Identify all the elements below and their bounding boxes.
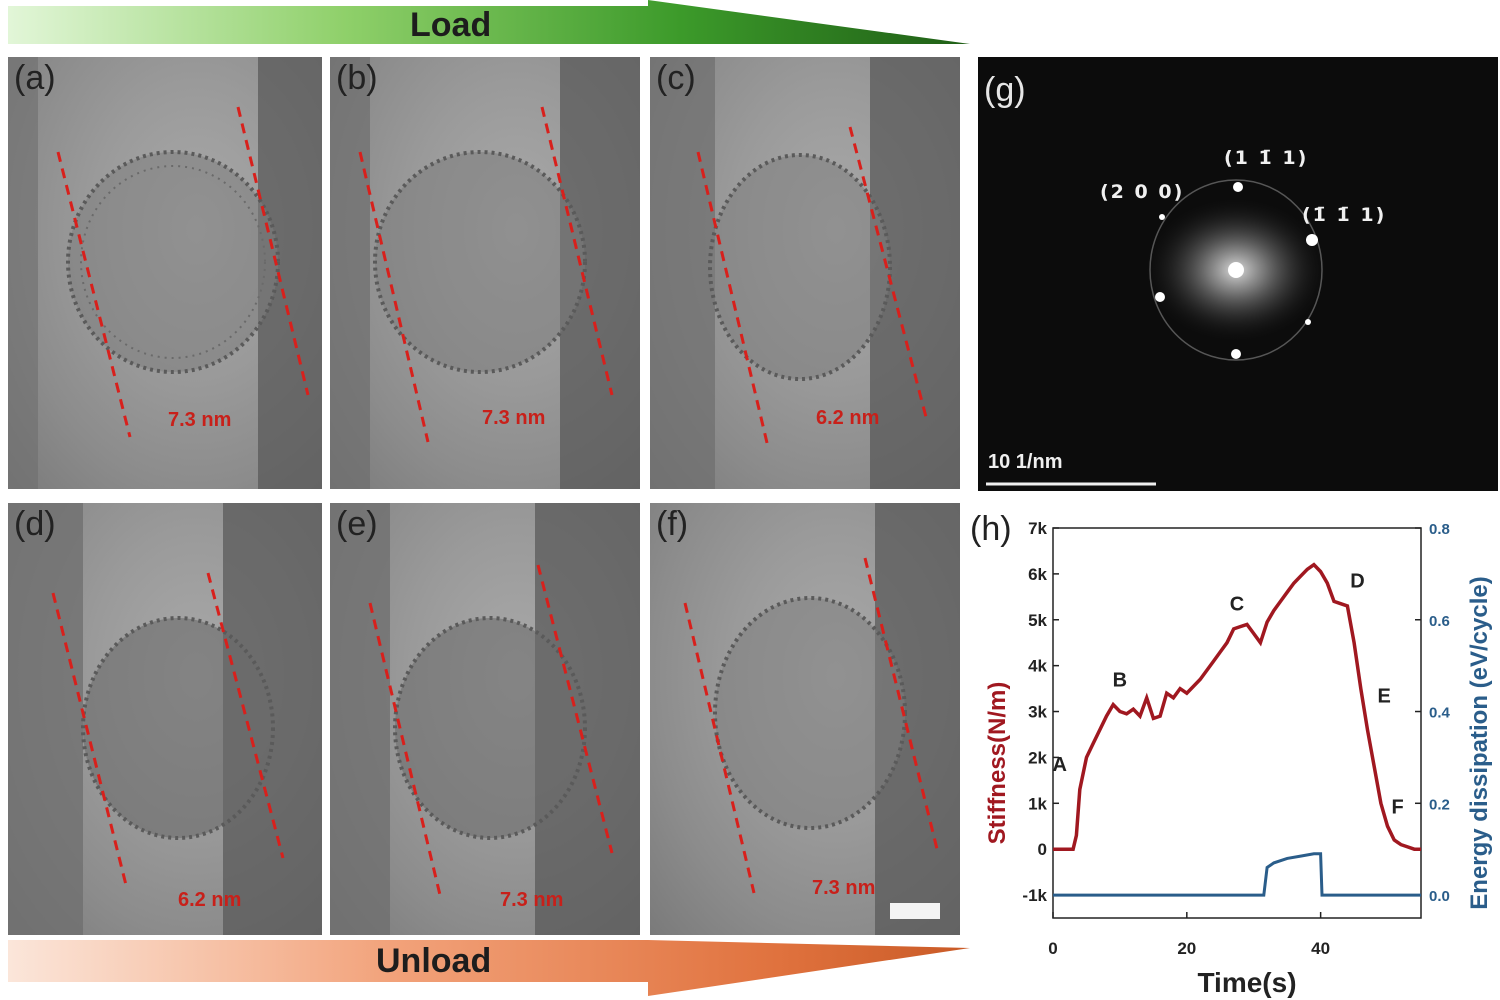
panel-label-e: (e)	[336, 505, 378, 543]
panel-label-b: (b)	[336, 59, 378, 97]
tem-panel-c: (c) 6.2 nm	[650, 57, 960, 489]
y2-tick-label: 0.0	[1429, 888, 1450, 905]
reflection-1-1bar-1: (1 1̄ 1)	[1224, 147, 1309, 169]
energy-series-line	[1053, 852, 1421, 897]
tem-image-f	[683, 503, 960, 935]
tem-panel-e: (e) 7.3 nm	[330, 503, 640, 935]
x-tick-label: 20	[1177, 939, 1196, 958]
panel-label-c: (c)	[656, 59, 696, 97]
y2-axis-label: Energy dissipation (eV/cycle)	[1466, 576, 1493, 909]
reflection-200: (2 0 0)	[1100, 181, 1185, 203]
fft-scale-label: 10 1/nm	[988, 451, 1063, 473]
y-tick-label: 7k	[1028, 519, 1047, 538]
y-tick-label: 0	[1038, 840, 1047, 859]
fft-pattern	[986, 179, 1331, 486]
y2-tick-label: 0.4	[1429, 705, 1451, 722]
measurement-d: 6.2 nm	[178, 889, 242, 911]
measurement-e: 7.3 nm	[500, 889, 564, 911]
reflection-1bar-1bar-1: (1̄ 1̄ 1)	[1302, 204, 1387, 226]
tem-image-d	[8, 503, 322, 935]
panel-label-f: (f)	[656, 505, 689, 543]
unload-label: Unload	[376, 942, 492, 980]
measurement-c: 6.2 nm	[816, 407, 880, 429]
load-arrow	[8, 0, 970, 44]
load-label: Load	[410, 6, 492, 44]
tem-panel-f: (f) 7.3 nm	[650, 503, 960, 935]
panel-label-a: (a)	[14, 59, 56, 97]
x-tick-label: 0	[1048, 939, 1057, 958]
tem-panel-b: (b) 7.3 nm	[330, 57, 640, 489]
stiffness-energy-chart: -1k 0 1k 2k 3k 4k 5k 6k 7k 0.0 0.2 0.4 0.6 0.8 0 20 40…	[984, 519, 1493, 998]
point-annotation: E	[1378, 685, 1391, 707]
chart-panel-label: (h)	[970, 510, 1012, 548]
point-annotation: B	[1113, 669, 1127, 691]
panel-label-d: (d)	[14, 505, 56, 543]
unload-arrow	[8, 940, 970, 996]
y-tick-label: 6k	[1028, 565, 1047, 584]
point-annotation: A	[1052, 754, 1066, 776]
fft-panel: (g) (2 0 0) (1 1̄ 1) (1̄ 1̄ 1) 10 1/nm	[978, 57, 1498, 491]
tem-image-e	[330, 503, 640, 935]
plot-frame	[1052, 527, 1422, 919]
stiffness-series-line	[1053, 562, 1421, 851]
tem-image-b	[330, 57, 640, 489]
measurement-f: 7.3 nm	[812, 877, 876, 899]
y2-tick-label: 0.2	[1429, 796, 1450, 813]
x-tick-label: 40	[1311, 939, 1330, 958]
tem-panel-a: (a) 7.3 nm	[8, 57, 322, 489]
y-tick-label: 3k	[1028, 703, 1047, 722]
point-annotation: D	[1350, 571, 1364, 593]
point-annotation: F	[1391, 796, 1403, 818]
y-tick-label: -1k	[1022, 886, 1047, 905]
tem-image-a	[8, 57, 322, 489]
tem-panel-d: (d) 6.2 nm	[8, 503, 322, 935]
y-tick-label: 1k	[1028, 794, 1047, 813]
y2-tick-label: 0.8	[1429, 521, 1450, 538]
y2-tick-label: 0.6	[1429, 613, 1450, 630]
measurement-a: 7.3 nm	[168, 409, 232, 431]
y-axis-label: Stiffness(N/m)	[984, 682, 1011, 845]
y-tick-label: 5k	[1028, 611, 1047, 630]
point-annotation: C	[1230, 594, 1244, 616]
tem-image-c	[650, 57, 960, 489]
fft-panel-label: (g)	[984, 71, 1026, 109]
measurement-b: 7.3 nm	[482, 407, 546, 429]
y-tick-label: 2k	[1028, 748, 1047, 767]
y-tick-label: 4k	[1028, 657, 1047, 676]
x-axis-label: Time(s)	[1197, 967, 1296, 998]
